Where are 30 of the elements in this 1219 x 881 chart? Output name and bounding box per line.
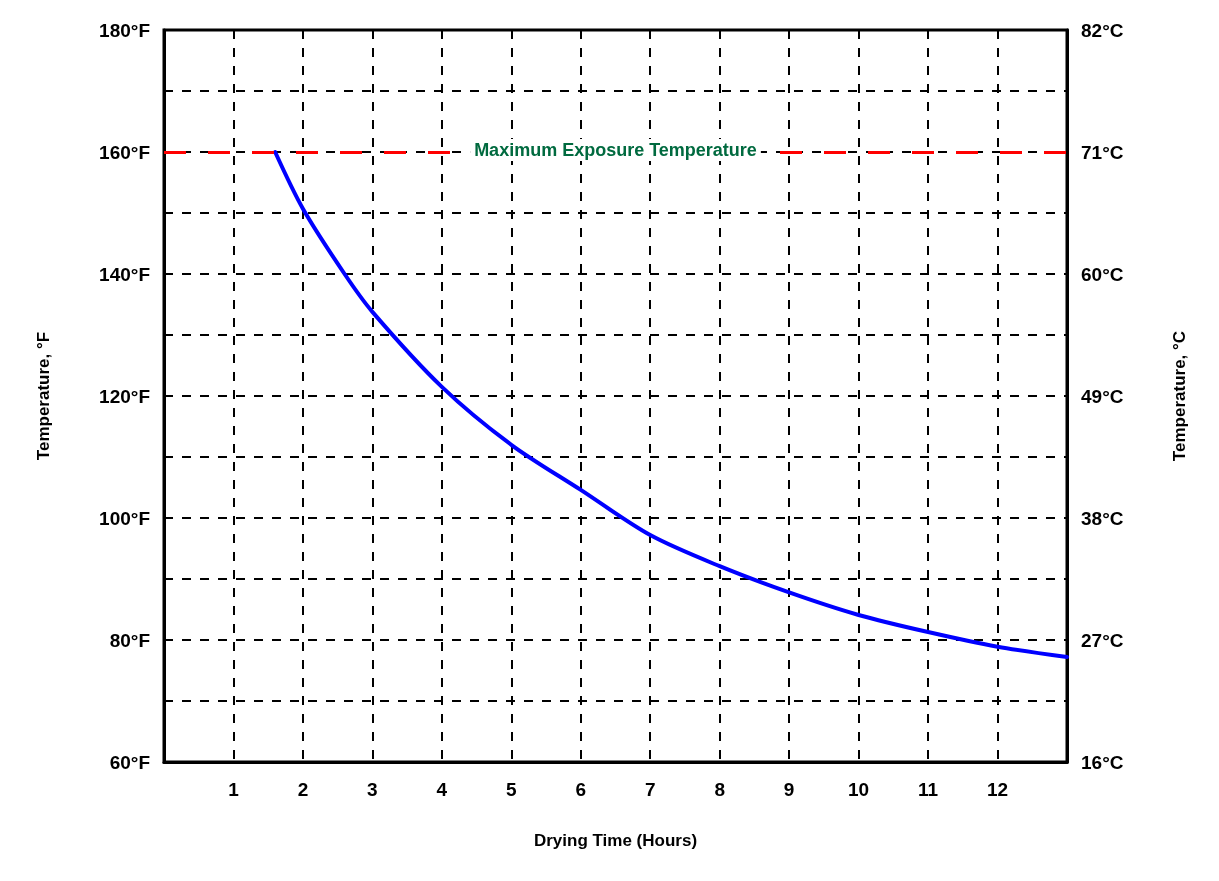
y-tick-label: 140°F [99,263,150,285]
y-axis-title: Temperature, °F [34,331,53,461]
y-tick-label: 160°F [99,141,150,163]
x-tick-label: 7 [644,779,656,800]
x-tick-label: 3 [367,779,378,800]
x-axis-title: Drying Time (Hours) [533,831,698,850]
x-tick-label: 1 [228,779,240,800]
x-tick-label: 8 [714,779,725,800]
x-tick-label: 11 [918,779,939,800]
y-tick-label: 120°F [99,385,150,407]
y-tick-label: 180°F [99,19,150,41]
x-tick-label: 12 [986,779,1009,800]
y2-tick-label: 71°C [1081,141,1124,163]
x-tick-label: 10 [848,779,870,800]
y2-tick-label: 27°C [1081,629,1124,651]
y2-tick-label: 60°C [1081,263,1124,285]
y-tick-label: 80°F [109,629,150,651]
ref-line-label: Maximum Exposure Temperature [474,140,757,160]
x-tick-label: 4 [436,779,448,800]
x-tick-label: 2 [297,779,309,800]
x-tick-label: 6 [575,779,587,800]
y2-tick-label: 82°C [1081,19,1124,41]
y2-tick-label: 38°C [1081,507,1124,529]
y2-axis-title: Temperature, °C [1170,330,1189,462]
y2-tick-label: 49°C [1081,385,1124,407]
y-tick-label: 100°F [99,507,150,529]
x-tick-label: 5 [506,779,518,800]
y-tick-label: 60°F [109,751,150,773]
x-tick-label: 9 [783,779,795,800]
y2-tick-label: 16°C [1081,751,1124,773]
